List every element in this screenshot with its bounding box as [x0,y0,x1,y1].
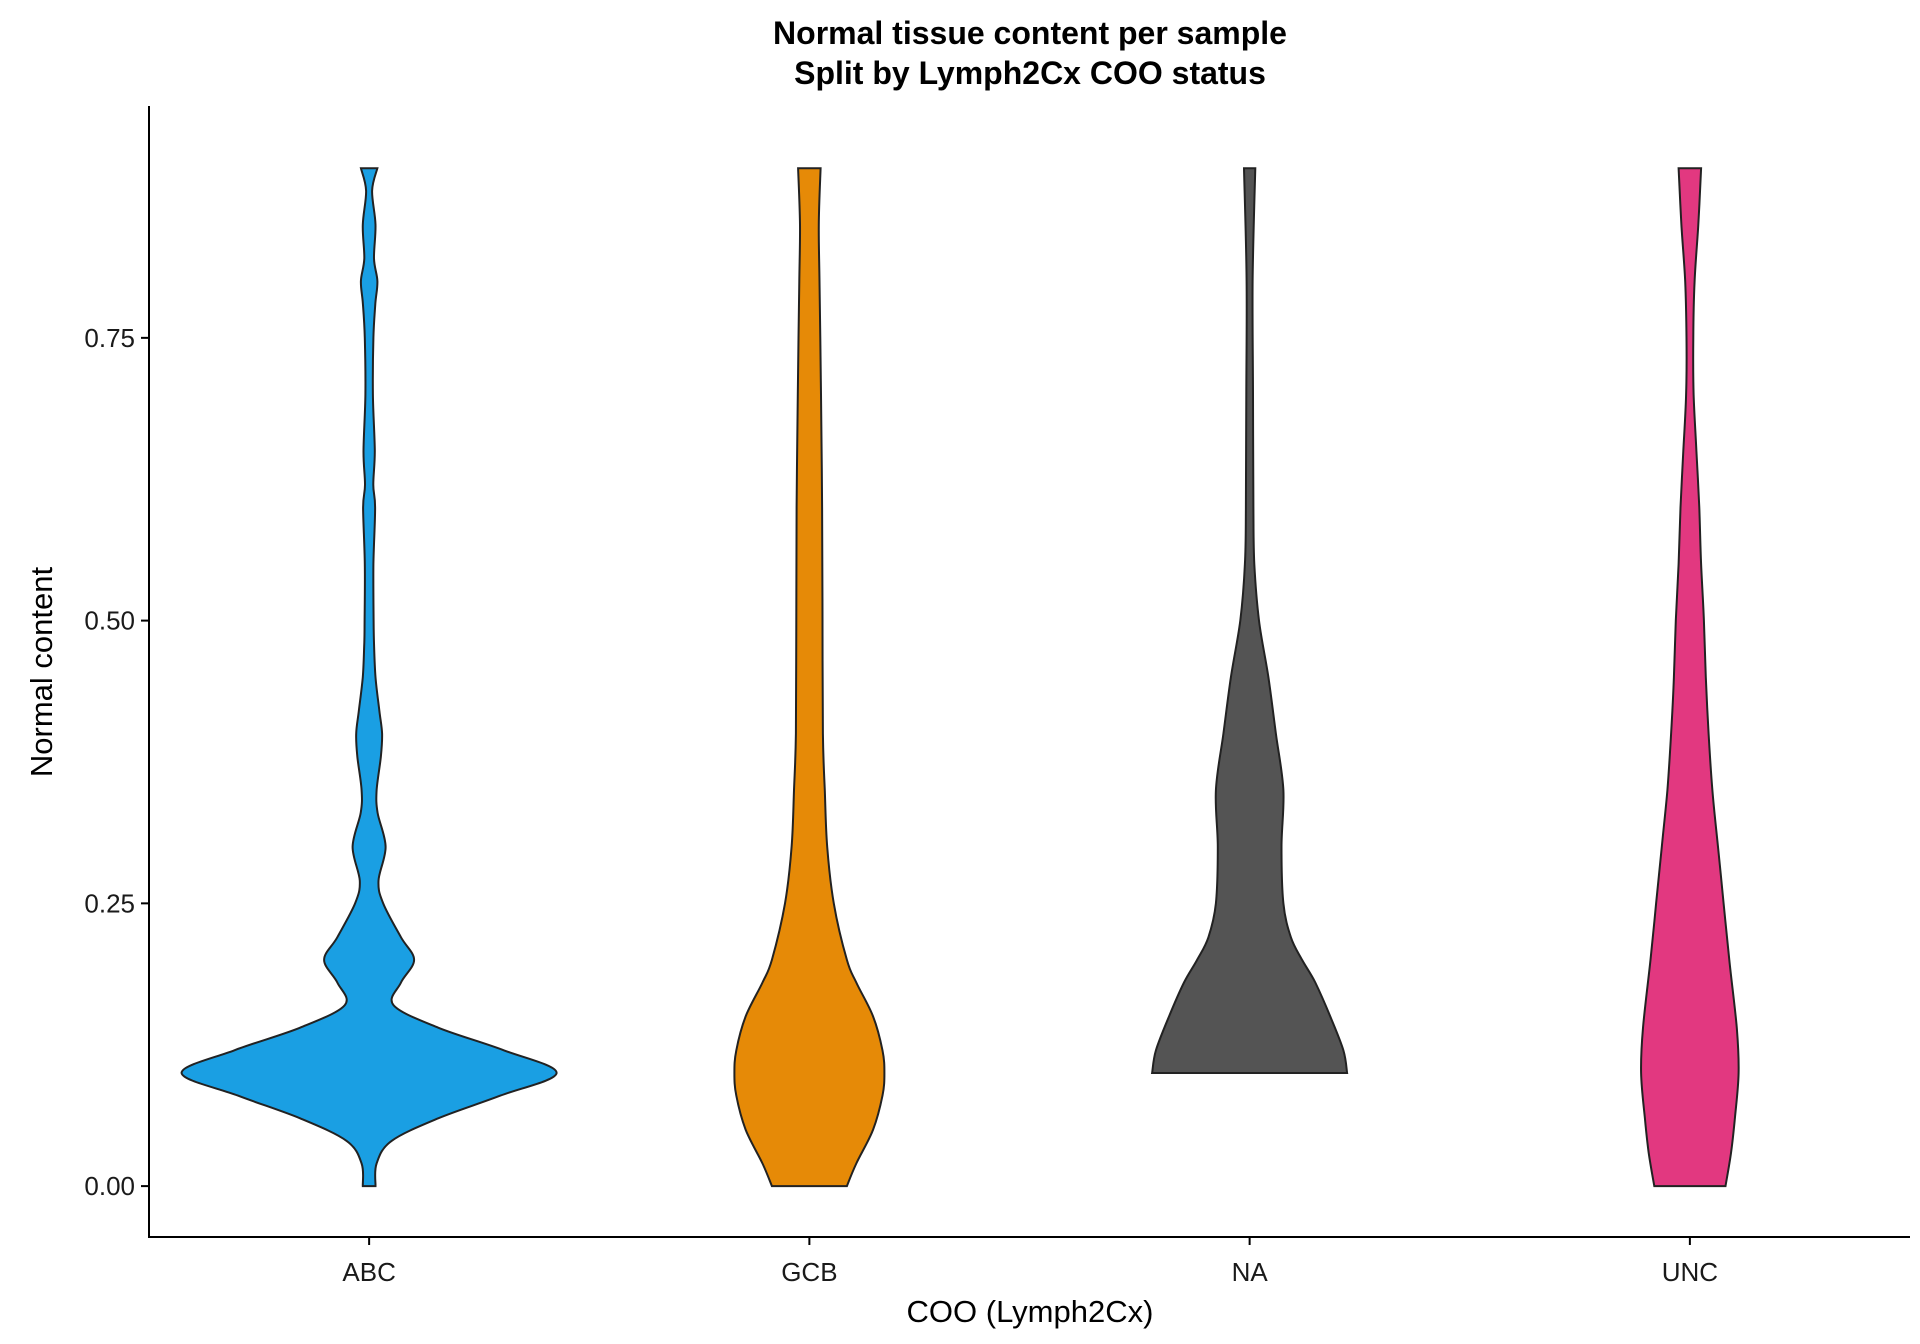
y-axis-ticks: 0.00 0.25 0.50 0.75 [84,323,149,1201]
x-tick-label-na: NA [1232,1257,1269,1287]
y-tick-label: 0.00 [84,1171,135,1201]
chart-title: Normal tissue content per sample [773,15,1287,51]
violin-na [1150,167,1349,1074]
y-tick-label: 0.50 [84,606,135,636]
x-tick-label-unc: UNC [1662,1257,1718,1287]
violin-gcb [733,167,886,1188]
x-tick-label-gcb: GCB [781,1257,837,1287]
chart-subtitle: Split by Lymph2Cx COO status [794,55,1266,91]
violin-unc [1640,167,1740,1188]
x-axis-ticks: ABC GCB NA UNC [342,1237,1718,1287]
x-axis-title: COO (Lymph2Cx) [907,1294,1154,1329]
y-axis-title: Normal content [24,567,59,778]
y-tick-label: 0.75 [84,323,135,353]
y-tick-label: 0.25 [84,888,135,918]
x-tick-label-abc: ABC [342,1257,395,1287]
violin-abc [180,167,558,1188]
violin-layer [180,167,1740,1188]
